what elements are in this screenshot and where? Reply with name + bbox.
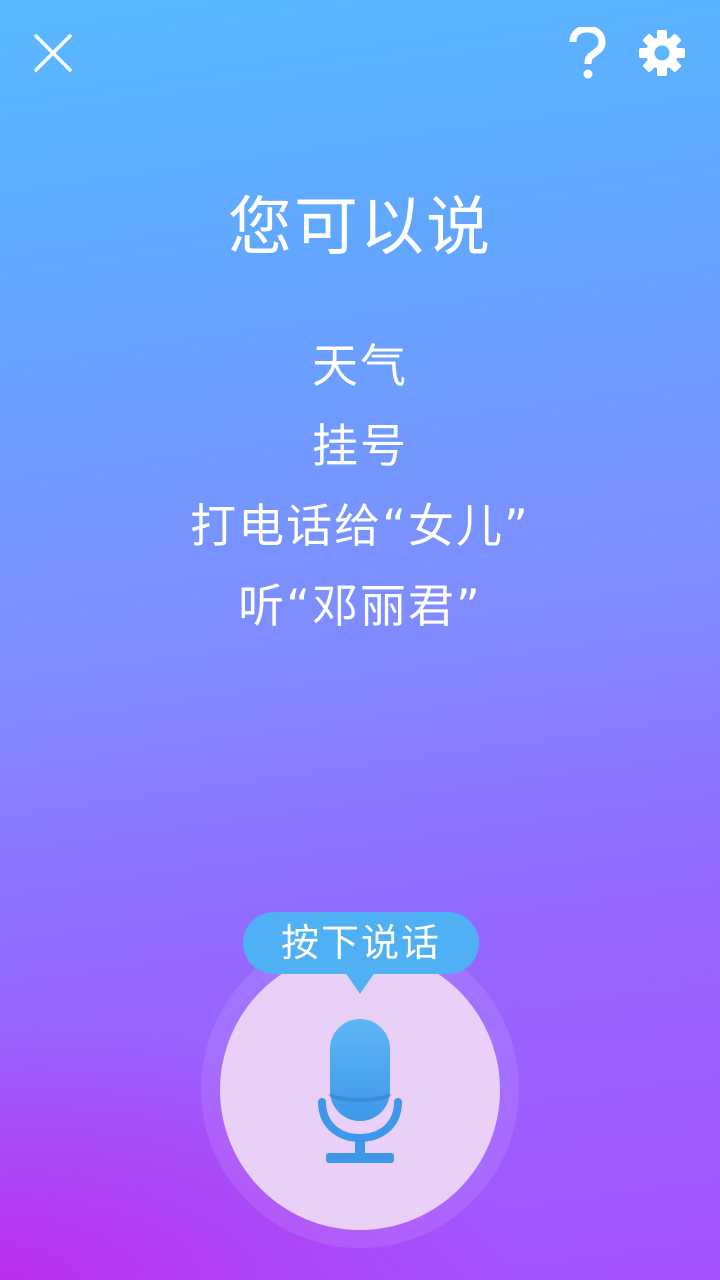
suggestions-title: 您可以说	[228, 191, 492, 265]
help-button[interactable]	[552, 18, 622, 88]
hint-bubble-tail	[345, 972, 375, 994]
close-button[interactable]	[18, 18, 88, 88]
suggestion-list: 天气 挂号 打电话给“女儿” 听“邓丽君”	[0, 326, 720, 646]
settings-button[interactable]	[627, 18, 697, 88]
gear-icon	[639, 30, 685, 76]
microphone-icon	[318, 1019, 402, 1163]
suggestion-item-weather[interactable]: 天气	[312, 339, 408, 393]
suggestion-item-appointment[interactable]: 挂号	[312, 419, 408, 473]
help-icon	[569, 27, 606, 79]
push-to-talk-button[interactable]	[220, 950, 500, 1230]
close-icon	[34, 34, 72, 72]
suggestion-item-call-daughter[interactable]: 打电话给“女儿”	[190, 499, 530, 553]
suggestion-item-play-music[interactable]: 听“邓丽君”	[238, 579, 482, 633]
push-to-talk-hint: 按下说话	[243, 912, 479, 974]
